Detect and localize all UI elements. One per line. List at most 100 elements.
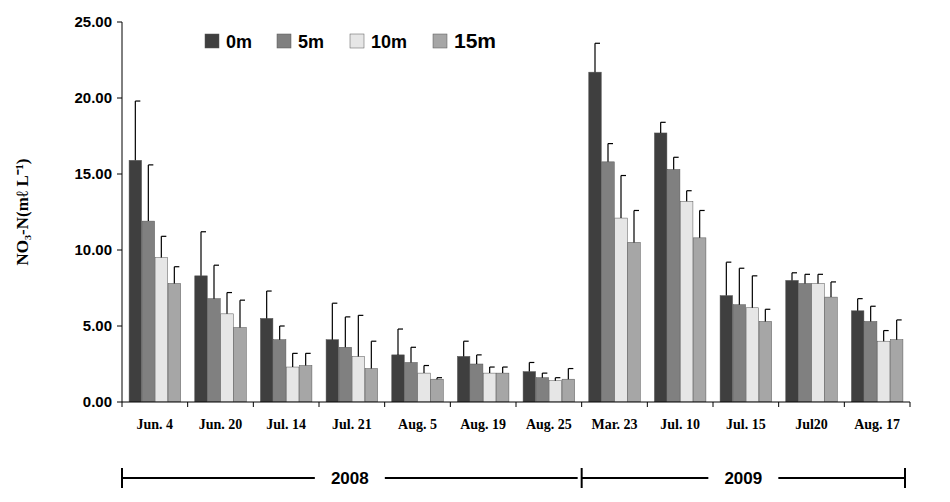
- error-bar: [398, 329, 403, 355]
- error-line: [423, 366, 424, 374]
- bar: [602, 162, 615, 402]
- bar: [418, 373, 431, 402]
- error-line: [752, 276, 753, 308]
- group-label: 2009: [724, 469, 762, 488]
- error-bar: [792, 273, 797, 281]
- bar: [615, 218, 628, 402]
- error-line: [883, 331, 884, 342]
- error-bar: [752, 276, 757, 308]
- error-cap: [332, 303, 337, 304]
- error-cap: [634, 210, 639, 211]
- error-cap: [661, 122, 666, 123]
- error-cap: [398, 328, 403, 329]
- bar: [326, 340, 339, 402]
- error-bar: [280, 326, 285, 340]
- error-line: [765, 309, 766, 321]
- bar: [890, 340, 903, 402]
- error-cap: [477, 354, 482, 355]
- x-tick: [910, 402, 911, 407]
- error-line: [200, 232, 201, 276]
- legend-label: 15m: [454, 29, 496, 52]
- legend-swatch: [205, 34, 219, 48]
- error-bar: [608, 144, 613, 162]
- error-line: [148, 165, 149, 221]
- error-bar: [568, 369, 573, 380]
- error-bar: [529, 362, 534, 371]
- error-bar: [135, 101, 140, 160]
- bar: [208, 299, 221, 402]
- error-line: [870, 306, 871, 321]
- bar: [536, 378, 549, 402]
- x-tick-label: Aug. 5: [398, 417, 437, 432]
- error-bar: [161, 236, 166, 257]
- x-tick-label: Aug. 17: [854, 417, 900, 432]
- error-line: [529, 362, 530, 371]
- bar: [299, 366, 312, 402]
- bar: [759, 321, 772, 402]
- bar: [562, 379, 575, 402]
- y-tick-label: 25.00: [74, 13, 112, 30]
- group-line: [122, 477, 315, 479]
- bar: [628, 242, 641, 402]
- error-line: [804, 274, 805, 283]
- error-line: [542, 373, 543, 378]
- bars: [129, 43, 903, 402]
- error-line: [397, 329, 398, 355]
- error-line: [896, 320, 897, 340]
- error-cap: [529, 362, 534, 363]
- error-line: [410, 347, 411, 362]
- error-bar: [634, 210, 639, 242]
- bar: [365, 369, 378, 402]
- bar: [825, 297, 838, 402]
- error-cap: [831, 281, 836, 282]
- bar: [392, 355, 405, 402]
- error-line: [699, 210, 700, 237]
- bar: [799, 283, 812, 402]
- legend: 0m 5m 10m 15m: [205, 29, 496, 52]
- error-cap: [608, 143, 613, 144]
- error-line: [279, 326, 280, 340]
- error-line: [726, 262, 727, 295]
- error-bar: [871, 306, 876, 321]
- error-line: [332, 303, 333, 339]
- bar: [195, 276, 208, 402]
- bar: [523, 372, 536, 402]
- error-line: [502, 367, 503, 373]
- bar: [234, 328, 247, 402]
- bar: [431, 379, 444, 402]
- bar: [352, 356, 365, 402]
- y-tick: [117, 174, 122, 175]
- error-bar: [490, 367, 495, 373]
- bar: [864, 321, 877, 402]
- error-cap: [293, 353, 298, 354]
- legend-label: 0m: [226, 32, 252, 52]
- bar: [680, 201, 693, 402]
- group-tick: [904, 468, 906, 488]
- bar: [720, 296, 733, 402]
- error-cap: [792, 272, 797, 273]
- bar: [339, 347, 352, 402]
- year-groups: 20082009: [122, 468, 905, 488]
- legend-swatch: [277, 34, 291, 48]
- x-tick-label: Aug. 19: [460, 417, 506, 432]
- error-line: [266, 291, 267, 318]
- error-cap: [503, 366, 508, 367]
- error-bar: [424, 366, 429, 374]
- error-line: [568, 369, 569, 380]
- x-tick-label: Jul. 10: [660, 417, 700, 432]
- x-tick: [319, 402, 320, 407]
- error-cap: [267, 290, 272, 291]
- error-bar: [201, 232, 206, 276]
- error-bar: [555, 378, 560, 381]
- bar: [470, 364, 483, 402]
- legend-label: 10m: [371, 32, 407, 52]
- x-tick-label: Aug. 25: [526, 417, 572, 432]
- error-line: [463, 341, 464, 356]
- y-tick-label: 0.00: [83, 393, 112, 410]
- error-cap: [227, 292, 232, 293]
- error-cap: [464, 341, 469, 342]
- legend-label: 5m: [298, 32, 324, 52]
- x-tick-label: Jul. 15: [726, 417, 766, 432]
- error-line: [633, 210, 634, 242]
- y-tick: [117, 250, 122, 251]
